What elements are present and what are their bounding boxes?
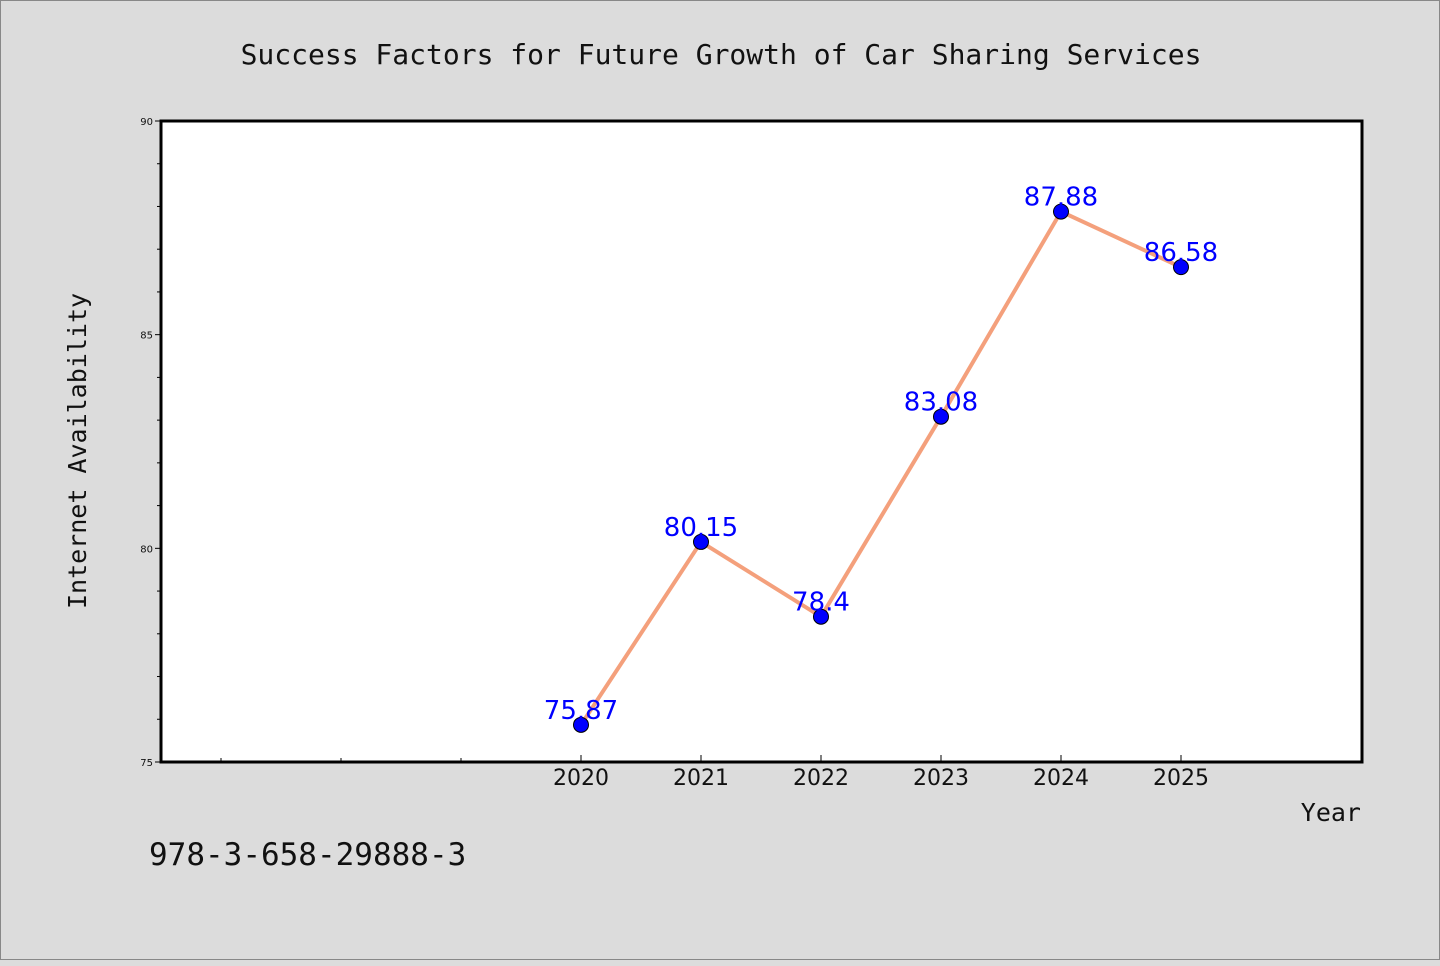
x-axis-ticks: 2020 2021 2022 2023 2024 2025	[220, 755, 1209, 791]
data-point	[1053, 203, 1069, 220]
x-tick-label: 2021	[673, 766, 729, 791]
data-point	[933, 408, 949, 425]
data-label: 78.4	[792, 588, 850, 618]
data-label: 86.58	[1144, 238, 1218, 268]
y-tick-label: 75	[140, 758, 153, 769]
y-axis-ticks: 75 80 85 90	[140, 117, 161, 769]
data-point	[573, 716, 589, 733]
x-tick-label: 2025	[1153, 766, 1209, 791]
y-axis-label: Internet Availability	[63, 293, 92, 609]
chart-title: Success Factors for Future Growth of Car…	[241, 38, 1202, 71]
y-tick-label: 90	[140, 117, 153, 128]
data-label: 80.15	[664, 513, 738, 543]
isbn-text: 978-3-658-29888-3	[149, 837, 466, 873]
data-point	[693, 533, 709, 550]
data-point	[1173, 259, 1189, 276]
data-label: 83.08	[904, 388, 978, 418]
data-label: 87.88	[1024, 183, 1098, 213]
data-label: 75.87	[544, 696, 618, 726]
series-line	[579, 209, 1182, 726]
y-tick-label: 80	[140, 544, 153, 555]
x-tick-label: 2024	[1033, 766, 1089, 791]
series-group: 75.87 80.15 78.4 83.08 87.88 86.58	[544, 183, 1218, 733]
plot-area	[159, 119, 1364, 764]
x-tick-label: 2022	[793, 766, 849, 791]
x-tick-label: 2023	[913, 766, 969, 791]
x-axis-label: Year	[1301, 798, 1361, 827]
y-tick-label: 85	[140, 331, 153, 342]
data-point	[813, 608, 829, 625]
x-tick-label: 2020	[553, 766, 609, 791]
